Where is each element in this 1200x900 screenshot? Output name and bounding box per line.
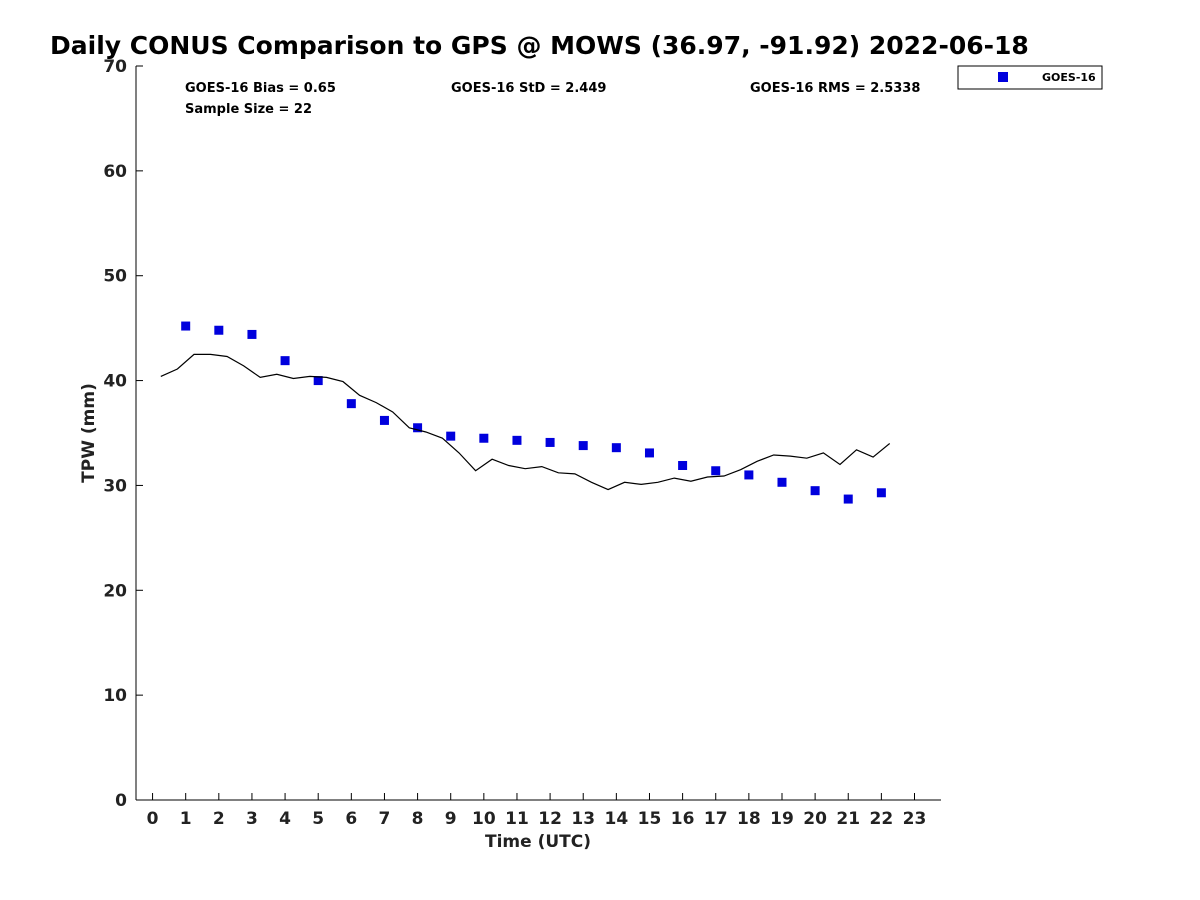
x-tick-label: 1	[180, 809, 192, 829]
goes16-data-point	[578, 441, 588, 451]
sample-size-stat: Sample Size = 22	[185, 102, 312, 117]
x-tick-label: 12	[538, 809, 562, 829]
bias-stat: GOES-16 Bias = 0.65	[185, 81, 336, 96]
goes16-data-point	[611, 443, 621, 453]
rms-stat: GOES-16 RMS = 2.5338	[750, 81, 920, 96]
goes16-data-point	[346, 399, 356, 409]
x-tick-label: 23	[903, 809, 927, 829]
goes16-data-point	[678, 461, 688, 471]
goes16-data-point	[181, 321, 191, 331]
goes16-data-point	[446, 431, 456, 441]
legend: GOES-16	[957, 65, 1103, 90]
axes	[135, 66, 941, 801]
goes16-data-point	[876, 488, 886, 498]
x-tick-label: 5	[312, 809, 324, 829]
std-stat: GOES-16 StD = 2.449	[451, 81, 606, 96]
x-tick-label: 20	[803, 809, 827, 829]
x-tick-label: 9	[445, 809, 457, 829]
gps-series-line	[160, 353, 891, 491]
x-tick-label: 7	[379, 809, 391, 829]
x-tick-label: 19	[770, 809, 794, 829]
y-tick-label: 20	[103, 581, 127, 601]
x-tick-label: 8	[412, 809, 424, 829]
goes16-data-point	[810, 486, 820, 496]
legend-marker	[998, 72, 1008, 82]
y-axis-label: TPW (mm)	[79, 383, 99, 483]
goes16-data-point	[214, 325, 224, 335]
goes16-data-point	[413, 423, 423, 433]
x-tick-label: 18	[737, 809, 761, 829]
goes16-data-point	[711, 466, 721, 476]
x-tick-label: 4	[279, 809, 291, 829]
x-tick-label: 13	[571, 809, 595, 829]
x-tick-label: 14	[605, 809, 629, 829]
goes16-data-point	[545, 437, 555, 447]
goes16-data-point	[843, 494, 853, 504]
goes16-data-point	[280, 356, 290, 366]
y-tick-label: 10	[103, 686, 127, 706]
x-tick-label: 17	[704, 809, 728, 829]
y-tick-label: 60	[103, 162, 127, 182]
plot-area	[160, 321, 891, 504]
goes16-data-point	[744, 470, 754, 480]
y-tick-label: 50	[103, 267, 127, 287]
x-tick-label: 10	[472, 809, 496, 829]
x-tick-label: 15	[638, 809, 662, 829]
goes16-data-point	[479, 433, 489, 443]
y-tick-label: 0	[115, 791, 127, 811]
x-tick-label: 3	[246, 809, 258, 829]
x-tick-label: 16	[671, 809, 695, 829]
goes16-data-point	[777, 477, 787, 487]
y-tick-label: 70	[103, 57, 127, 77]
y-ticks: 0 10 20 30 40 50 60 70	[103, 57, 143, 811]
x-tick-label: 22	[870, 809, 894, 829]
x-tick-label: 11	[505, 809, 529, 829]
x-tick-label: 2	[213, 809, 225, 829]
goes16-data-point	[644, 448, 654, 458]
legend-label: GOES-16	[1042, 71, 1096, 84]
y-tick-label: 30	[103, 476, 127, 496]
goes16-data-point	[313, 376, 323, 386]
chart-title: Daily CONUS Comparison to GPS @ MOWS (36…	[50, 31, 1029, 60]
x-tick-label: 6	[345, 809, 357, 829]
x-ticks: 0 1 2 3 4 5 6 7 8 9 10 11 12 13 14 15 16 17 18 19 20 21 22 23	[147, 793, 927, 829]
x-tick-label: 0	[147, 809, 159, 829]
goes16-data-point	[512, 435, 522, 445]
goes16-data-point	[247, 329, 257, 339]
x-axis-label: Time (UTC)	[485, 832, 591, 852]
legend-box	[957, 65, 1103, 90]
goes16-data-point	[379, 415, 389, 425]
x-tick-label: 21	[836, 809, 860, 829]
y-tick-label: 40	[103, 372, 127, 392]
